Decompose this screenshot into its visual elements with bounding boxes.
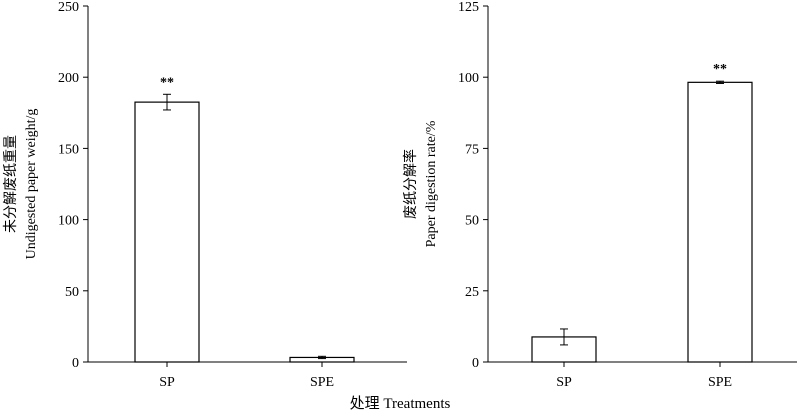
significance-label: ** xyxy=(160,75,174,90)
category-label: SP xyxy=(556,375,572,390)
chart-panel-undigested-weight: 0 50 100 150 200 250 SP ** SPE 未分解废纸重量 Undigested … xyxy=(3,0,407,390)
y-tick-label: 150 xyxy=(58,142,79,157)
category-label: SP xyxy=(159,375,175,390)
y-tick-label: 50 xyxy=(465,214,479,229)
y-axis-label-cn: 废纸分解率 xyxy=(402,149,419,219)
chart-panel-digestion-rate: 0 25 50 75 100 125 SP SPE ** 废纸分解率 Paper digestion… xyxy=(402,0,797,390)
x-axis-label: 处理 Treatments xyxy=(350,395,451,412)
y-tick-label: 125 xyxy=(458,0,479,15)
bar-spe xyxy=(687,81,753,363)
y-axis-label-en: Paper digestion rate/% xyxy=(424,120,439,247)
y-tick-label: 25 xyxy=(465,285,479,300)
significance-label: ** xyxy=(713,62,727,77)
y-axis-label-cn: 未分解废纸重量 xyxy=(3,135,19,233)
y-tick-label: 100 xyxy=(458,71,479,86)
bar-sp xyxy=(134,101,200,363)
category-label: SPE xyxy=(310,375,334,390)
y-tick-label: 0 xyxy=(472,356,479,371)
y-tick-label: 75 xyxy=(465,142,479,157)
y-tick-label: 100 xyxy=(58,214,79,229)
category-label: SPE xyxy=(708,375,732,390)
y-tick-label: 0 xyxy=(72,356,79,371)
y-tick-label: 200 xyxy=(58,71,79,86)
y-tick-label: 50 xyxy=(65,285,79,300)
y-tick-label: 250 xyxy=(58,0,79,15)
y-axis-label-en: Undigested paper weight/g xyxy=(24,109,39,260)
